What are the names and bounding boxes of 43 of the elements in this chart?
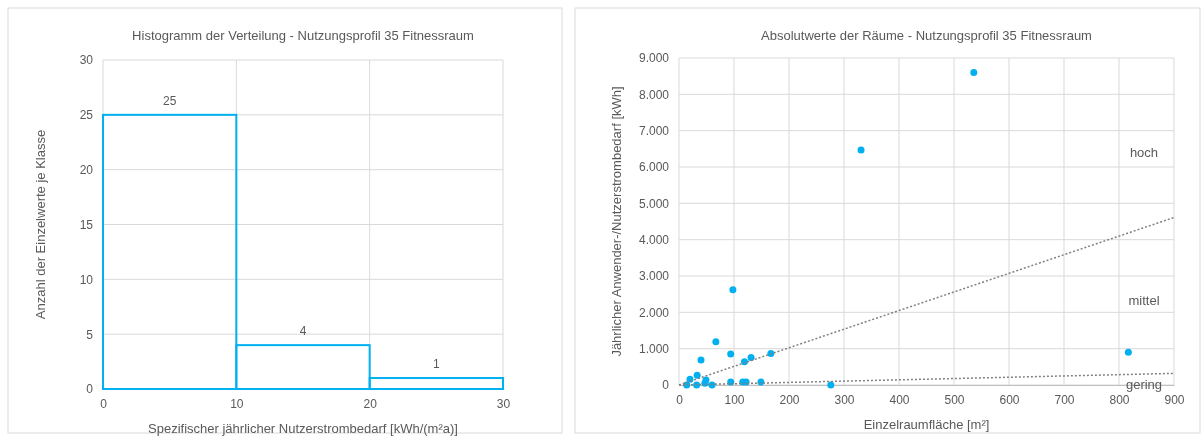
- x-tick-label: 20: [363, 396, 378, 411]
- y-tick-label: 6.000: [638, 160, 670, 175]
- x-axis-title: Spezifischer jährlicher Nutzerstrombedarf [kWh/(m²a)]: [148, 421, 458, 436]
- x-tick-label: 300: [834, 392, 855, 407]
- y-tick-label: 0: [662, 378, 670, 393]
- x-tick-label: 30: [496, 396, 511, 411]
- y-tick-label: 7.000: [638, 124, 670, 139]
- y-axis-title: Anzahl der Einzelwerte je Klasse: [33, 129, 48, 320]
- x-tick-label: 600: [999, 392, 1020, 407]
- y-tick-label: 10: [79, 272, 94, 287]
- x-axis-title: Einzelraumfläche [m²]: [863, 417, 990, 432]
- y-tick-label: 5.000: [638, 196, 670, 211]
- annotation: hoch: [1129, 145, 1159, 160]
- y-tick-label: 4.000: [638, 233, 670, 248]
- x-tick-label: 100: [724, 392, 745, 407]
- y-axis-title: Jährlicher Anwender-/Nutzerstrombedarf [kWh]: [609, 86, 624, 357]
- x-tick-label: 10: [230, 396, 244, 411]
- data-label: 25: [162, 93, 177, 108]
- y-tick-label: 30: [79, 53, 94, 68]
- y-tick-label: 9.000: [638, 51, 670, 66]
- y-tick-label: 8.000: [638, 87, 670, 102]
- y-tick-label: 2.000: [638, 305, 670, 320]
- annotation: gering: [1125, 377, 1163, 392]
- y-tick-label: 0: [86, 382, 94, 397]
- x-tick-label: 400: [889, 392, 910, 407]
- x-tick-label: 500: [944, 392, 965, 407]
- y-tick-label: 25: [79, 108, 94, 123]
- y-tick-label: 5: [86, 327, 94, 342]
- x-tick-label: 700: [1054, 392, 1075, 407]
- y-tick-label: 3.000: [638, 269, 670, 284]
- chart-title: Histogramm der Verteilung - Nutzungsprofil 35 Fitnessraum: [132, 28, 474, 43]
- x-tick-label: 800: [1109, 392, 1130, 407]
- x-tick-label: 0: [100, 396, 108, 411]
- x-tick-label: 200: [779, 392, 800, 407]
- data-label: 1: [432, 357, 440, 372]
- y-tick-label: 1.000: [638, 342, 670, 357]
- x-tick-label: 0: [676, 392, 684, 407]
- x-tick-label: 900: [1164, 392, 1185, 407]
- y-tick-label: 20: [79, 163, 94, 178]
- y-tick-label: 15: [79, 217, 94, 232]
- chart-title: Absolutwerte der Räume - Nutzungsprofil 35 Fitnessraum: [761, 28, 1092, 43]
- annotation: mittel: [1128, 293, 1160, 308]
- data-label: 4: [299, 324, 307, 339]
